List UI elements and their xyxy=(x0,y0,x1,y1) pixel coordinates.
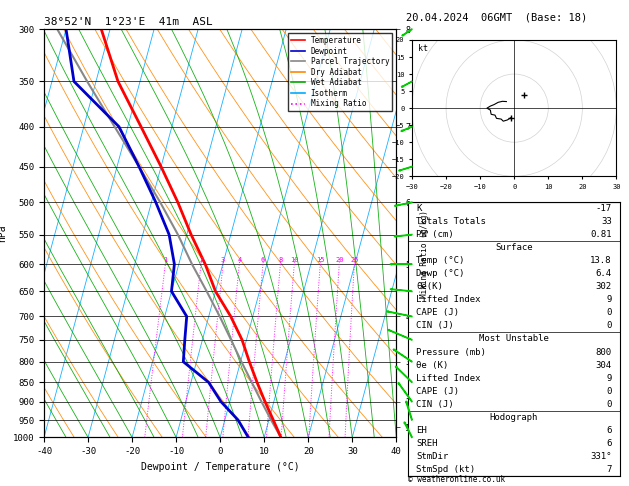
Text: 6: 6 xyxy=(261,257,265,263)
Text: 302: 302 xyxy=(596,282,611,291)
Text: CAPE (J): CAPE (J) xyxy=(416,387,459,396)
Text: 25: 25 xyxy=(350,257,359,263)
Text: 33: 33 xyxy=(601,217,611,226)
Text: 0: 0 xyxy=(606,308,611,317)
Text: CIN (J): CIN (J) xyxy=(416,400,454,409)
Text: Temp (°C): Temp (°C) xyxy=(416,256,464,265)
Text: θe (K): θe (K) xyxy=(416,361,448,370)
Text: Hodograph: Hodograph xyxy=(490,413,538,422)
Text: 2: 2 xyxy=(199,257,203,263)
Text: 13.8: 13.8 xyxy=(590,256,611,265)
Text: Totals Totals: Totals Totals xyxy=(416,217,486,226)
Text: Lifted Index: Lifted Index xyxy=(416,374,481,382)
Text: 6.4: 6.4 xyxy=(596,269,611,278)
Text: 15: 15 xyxy=(316,257,325,263)
Text: 7: 7 xyxy=(606,465,611,474)
Text: 9: 9 xyxy=(606,374,611,382)
Text: Dewp (°C): Dewp (°C) xyxy=(416,269,464,278)
Text: 6: 6 xyxy=(606,439,611,448)
Legend: Temperature, Dewpoint, Parcel Trajectory, Dry Adiabat, Wet Adiabat, Isotherm, Mi: Temperature, Dewpoint, Parcel Trajectory… xyxy=(288,33,392,111)
Text: 800: 800 xyxy=(596,347,611,357)
Text: 10: 10 xyxy=(290,257,299,263)
Text: CAPE (J): CAPE (J) xyxy=(416,308,459,317)
Text: PW (cm): PW (cm) xyxy=(416,230,454,239)
Text: SREH: SREH xyxy=(416,439,438,448)
Text: Pressure (mb): Pressure (mb) xyxy=(416,347,486,357)
Text: 8: 8 xyxy=(279,257,282,263)
Text: StmDir: StmDir xyxy=(416,452,448,461)
Text: 304: 304 xyxy=(596,361,611,370)
Text: 20: 20 xyxy=(335,257,343,263)
Text: StmSpd (kt): StmSpd (kt) xyxy=(416,465,476,474)
Text: 38°52'N  1°23'E  41m  ASL: 38°52'N 1°23'E 41m ASL xyxy=(44,17,213,27)
Text: CIN (J): CIN (J) xyxy=(416,321,454,330)
Text: kt: kt xyxy=(418,44,428,53)
Text: Surface: Surface xyxy=(495,243,533,252)
Text: 20.04.2024  06GMT  (Base: 18): 20.04.2024 06GMT (Base: 18) xyxy=(406,12,587,22)
Text: Lifted Index: Lifted Index xyxy=(416,295,481,304)
Text: 331°: 331° xyxy=(590,452,611,461)
Text: 0: 0 xyxy=(606,400,611,409)
Text: K: K xyxy=(416,204,421,213)
Text: © weatheronline.co.uk: © weatheronline.co.uk xyxy=(408,474,504,484)
Text: 6: 6 xyxy=(606,426,611,435)
Text: 0: 0 xyxy=(606,387,611,396)
X-axis label: Dewpoint / Temperature (°C): Dewpoint / Temperature (°C) xyxy=(141,462,299,472)
Text: θe(K): θe(K) xyxy=(416,282,443,291)
Text: 0.81: 0.81 xyxy=(590,230,611,239)
Text: 3: 3 xyxy=(221,257,225,263)
Text: 9: 9 xyxy=(606,295,611,304)
Text: Mixing Ratio (g/kg): Mixing Ratio (g/kg) xyxy=(420,210,429,297)
Text: 0: 0 xyxy=(606,321,611,330)
Y-axis label: hPa: hPa xyxy=(0,225,8,242)
Text: 1: 1 xyxy=(164,257,167,263)
Text: Most Unstable: Most Unstable xyxy=(479,334,549,344)
Text: -17: -17 xyxy=(596,204,611,213)
Text: EH: EH xyxy=(416,426,427,435)
Y-axis label: km
ASL: km ASL xyxy=(428,226,447,241)
Text: 4: 4 xyxy=(237,257,242,263)
